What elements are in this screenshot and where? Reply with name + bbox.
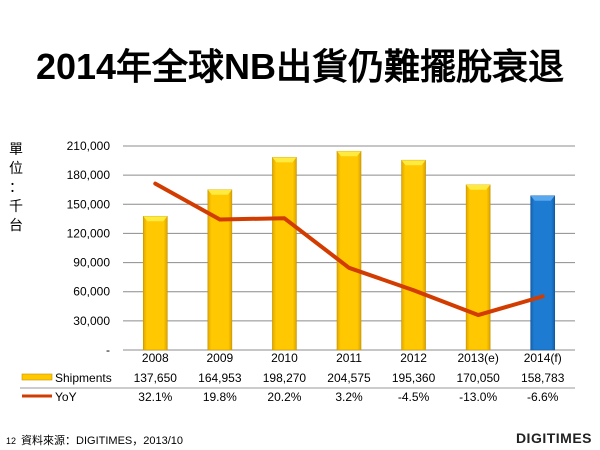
bar: [336, 150, 362, 351]
x-category-label: 2013(e): [457, 351, 498, 365]
x-category-label: 2008: [142, 351, 169, 365]
x-category-label: 2011: [336, 351, 362, 365]
bar-top-bevel: [401, 160, 426, 166]
x-category-label: 2012: [400, 351, 427, 365]
yoy-value: -4.5%: [398, 390, 430, 404]
bars: [142, 150, 556, 351]
bar: [530, 195, 556, 351]
yoy-line: [153, 181, 545, 318]
y-tick-label: 210,000: [67, 139, 111, 153]
page-number: 12: [6, 436, 17, 446]
x-category-label: 2014(f): [524, 351, 562, 365]
y-tick-label: 150,000: [67, 197, 111, 211]
source-text: 資料來源：DIGITIMES，2013/10: [21, 435, 184, 447]
unit-label-char: ：: [9, 179, 23, 195]
yoy-value: 3.2%: [335, 390, 363, 404]
unit-label-char: 單: [9, 141, 23, 157]
shipments-value: 195,360: [392, 371, 436, 385]
y-axis-unit-label: 單位 ： 千台: [6, 140, 26, 235]
unit-label-char: 位: [9, 160, 23, 176]
page-title: 2014年全球NB出貨仍難擺脫衰退: [35, 46, 565, 87]
y-tick-label: 30,000: [73, 314, 110, 328]
shipments-value: 170,050: [456, 371, 500, 385]
x-category-label: 2009: [207, 351, 234, 365]
y-tick-label: 120,000: [67, 226, 111, 240]
shipments-value: 158,783: [521, 371, 565, 385]
yoy-value: 32.1%: [138, 390, 172, 404]
bar-top-bevel: [530, 195, 555, 201]
footer-source: 12 資料來源：DIGITIMES，2013/10: [6, 432, 183, 448]
x-category-label: 2010: [271, 351, 298, 365]
unit-label-char: 千: [9, 198, 23, 214]
bar-top-bevel: [466, 184, 491, 190]
bar-top-bevel: [272, 157, 297, 163]
yoy-legend-label: YoY: [55, 390, 77, 404]
yoy-value: -13.0%: [459, 390, 497, 404]
bar: [465, 184, 491, 351]
y-tick-label: 180,000: [67, 168, 111, 182]
bar-top-bevel: [337, 151, 361, 157]
shipments-value: 164,953: [198, 371, 242, 385]
shipments-value: 137,650: [134, 371, 178, 385]
bar: [272, 157, 297, 351]
shipments-value: 198,270: [263, 371, 307, 385]
digitimes-logo: DIGITIMES: [515, 430, 592, 446]
y-tick-label: 60,000: [73, 285, 110, 299]
shipments-value: 204,575: [327, 371, 371, 385]
unit-label-char: 台: [9, 217, 23, 233]
bar: [401, 159, 426, 351]
bar-top-bevel: [143, 216, 168, 222]
data-table: 2008 137,650 32.1% 2009 164,953 19.8% 2010 198,…: [20, 351, 575, 404]
yoy-value: 19.8%: [203, 390, 237, 404]
shipments-legend-label: Shipments: [55, 371, 112, 385]
y-axis-ticks: - 30,000 60,000 90,000 120,000 150,000 180,000…: [67, 139, 111, 357]
y-tick-label: -: [106, 343, 110, 357]
bar-top-bevel: [207, 189, 232, 195]
y-tick-label: 90,000: [73, 256, 110, 270]
yoy-value: -6.6%: [527, 390, 559, 404]
yoy-value: 20.2%: [267, 390, 301, 404]
shipments-legend-key: [21, 373, 53, 381]
yoy-line-path: [153, 181, 545, 318]
bar: [142, 215, 168, 351]
